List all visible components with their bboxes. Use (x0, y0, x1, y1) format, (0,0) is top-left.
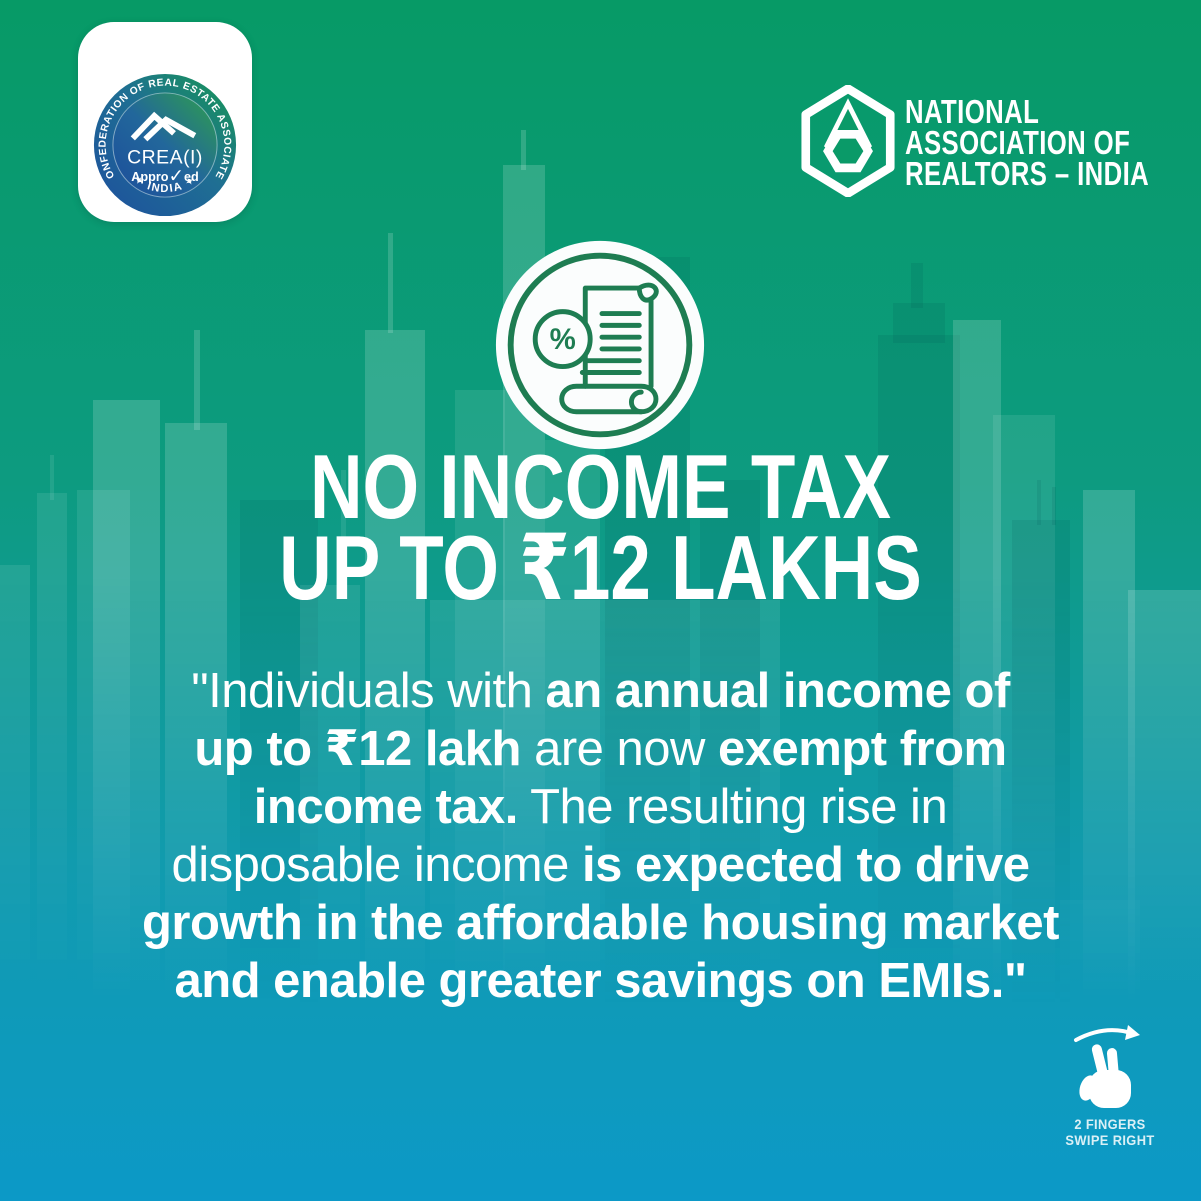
quote-segment-bold: exempt from (718, 722, 1007, 776)
quote-segment: disposable income (171, 838, 582, 892)
swipe-hint-line2: SWIPE RIGHT (1065, 1132, 1155, 1148)
swipe-hint-label: 2 FINGERS SWIPE RIGHT (1041, 1116, 1179, 1148)
quote-lines: "Individuals with an annual income of up … (0, 662, 1201, 1010)
crea-roof-icon (130, 111, 197, 142)
percent-symbol: % (550, 323, 576, 356)
quote-line: growth in the affordable housing market (0, 894, 1201, 952)
quote-segment: are now (520, 722, 719, 776)
nar-wordmark-line3: REALTORS – INDIA (905, 155, 1150, 192)
quote-segment: "Individuals with (191, 664, 546, 718)
tax-scroll-roundel: % (495, 240, 705, 450)
crea-approved-label: Appro✓ed (131, 165, 198, 186)
swipe-hint-line1: 2 FINGERS (1074, 1116, 1146, 1132)
crea-approved-seal: CREA(I) Appro✓ed CONFEDERATION OF REAL E… (92, 70, 237, 217)
quote-segment-bold: an annual income of (545, 664, 1011, 718)
headline: NO INCOME TAX UP TO ₹12 LAKHS (0, 437, 1201, 619)
headline-line1: NO INCOME TAX (309, 437, 892, 538)
quote-line: income tax. The resulting rise in (0, 778, 1201, 836)
nar-india-hexagon-icon (801, 85, 895, 197)
quote-line: disposable income is expected to drive (0, 836, 1201, 894)
nar-wordmark-line1: NATIONAL (905, 93, 1040, 130)
quote-line: and enable greater savings on EMIs." (0, 952, 1201, 1010)
quote-segment-bold: up to ₹12 lakh (194, 722, 521, 776)
quote-line: up to ₹12 lakh are now exempt from (0, 720, 1201, 778)
quote-segment-bold: growth in the affordable housing market (141, 896, 1060, 950)
two-finger-swipe-icon (1074, 1025, 1140, 1108)
headline-line2: UP TO ₹12 LAKHS (279, 518, 922, 619)
quote-segment-bold: and enable greater savings on EMIs." (174, 954, 1027, 1008)
crea-approved-badge-card: CREA(I) Appro✓ed CONFEDERATION OF REAL E… (78, 22, 252, 222)
nar-wordmark-line2: ASSOCIATION OF (905, 124, 1131, 161)
quote-segment-bold: is expected to drive (581, 838, 1030, 892)
quote-line: "Individuals with an annual income of (0, 662, 1201, 720)
nar-india-wordmark: NATIONAL ASSOCIATION OF REALTORS – INDIA (905, 93, 1150, 192)
quote-segment-bold: income tax. (253, 780, 519, 834)
quote-segment: The resulting rise in (517, 780, 948, 834)
crea-org-label: CREA(I) (127, 146, 203, 168)
